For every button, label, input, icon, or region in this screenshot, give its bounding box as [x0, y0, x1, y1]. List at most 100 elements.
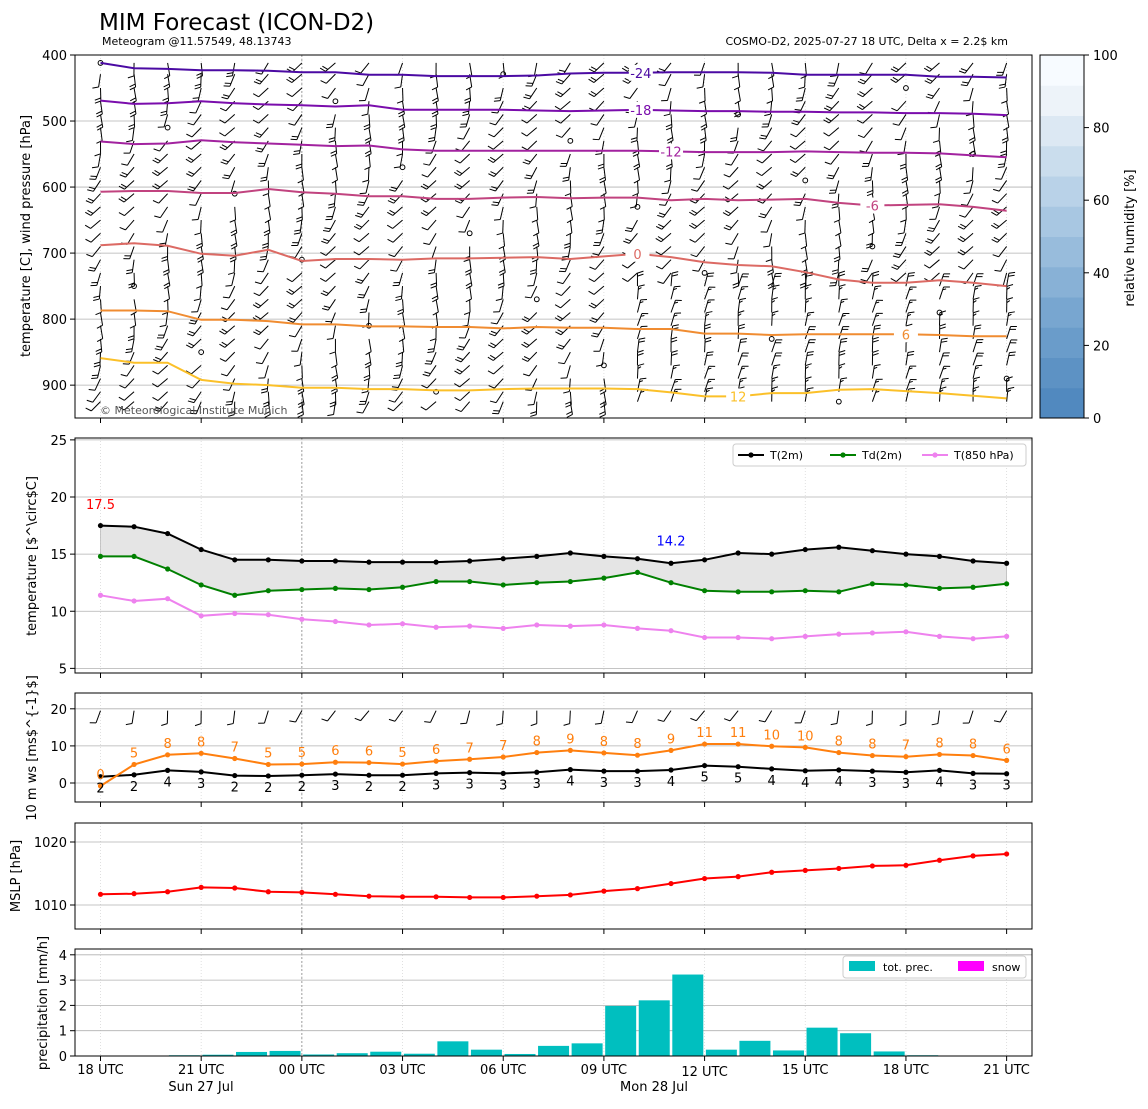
wind-barb — [361, 273, 369, 284]
wind-barb-flag — [993, 255, 999, 257]
wind-barb-flag — [839, 271, 845, 273]
wind-barb-flag — [902, 190, 908, 193]
wind-barb-flag — [261, 389, 267, 390]
wind-barb — [434, 128, 436, 141]
wind-barb — [428, 220, 436, 230]
wind-barb — [260, 128, 269, 138]
wind-series-point-1 — [870, 753, 875, 758]
wind-barb-flag — [395, 87, 401, 88]
wind-barb — [434, 339, 436, 352]
wind-barb — [565, 260, 570, 272]
wind-barb-flag — [254, 135, 260, 137]
wind-barb-flag — [92, 167, 98, 168]
wind-barb — [762, 154, 771, 163]
series-point-2 — [601, 622, 606, 627]
wind-speed-label: 4 — [566, 775, 574, 790]
wind-barb-flag — [186, 134, 192, 137]
wind-barb — [797, 114, 805, 124]
wind-barb-flag — [197, 270, 203, 273]
wind-barb-flag — [860, 79, 866, 81]
wind-barb — [732, 233, 739, 244]
wind-barb-flag — [496, 299, 502, 300]
wind-barb-flag — [298, 207, 304, 210]
wind-barb-flag — [701, 127, 707, 130]
wind-barb-flag — [909, 388, 915, 389]
mslp-point — [501, 895, 506, 900]
wind-barb — [595, 313, 603, 323]
mslp-point — [970, 853, 975, 858]
precip-bar — [538, 1046, 569, 1056]
wind-barb-flag — [900, 164, 906, 166]
wind-barb-flag — [189, 331, 195, 333]
wind-barb-flag — [164, 76, 170, 79]
wind-barb-flag — [389, 400, 395, 402]
wind-barb — [225, 326, 235, 334]
wind-barb-flag — [260, 256, 266, 257]
wind-barb — [268, 194, 270, 207]
wind-barb-flag — [222, 145, 228, 148]
wind-barb-flag — [294, 230, 300, 231]
wind-barb — [292, 63, 301, 72]
wind-barb — [697, 246, 705, 256]
series-point-1 — [501, 582, 506, 587]
wind-speed-label: 3 — [902, 777, 910, 792]
wind-barb-flag — [222, 178, 228, 179]
wind-barb — [470, 260, 472, 273]
wind-barb — [498, 402, 503, 414]
wind-speed-label: 4 — [163, 775, 171, 790]
wind-barb — [564, 63, 571, 74]
wind-barb — [329, 220, 335, 231]
wind-barb-flag — [723, 186, 729, 189]
isotherm-label: 6 — [902, 328, 910, 343]
surface-wind-barb-flag — [932, 724, 938, 725]
wind-barb-calm — [836, 399, 841, 404]
wind-barb-flag — [530, 412, 536, 414]
wind-barb-flag — [429, 270, 435, 271]
wind-barb-flag — [672, 272, 678, 274]
wind-barb — [463, 339, 470, 350]
wind-barb-flag — [125, 352, 131, 353]
wind-barb — [973, 353, 977, 365]
wind-barb-flag — [731, 138, 737, 139]
wind-barb-flag — [942, 378, 948, 379]
wind-barb-flag — [659, 85, 665, 86]
wind-barb — [705, 88, 706, 101]
wind-barb — [628, 273, 638, 282]
wind-barb — [805, 327, 809, 339]
wind-barb-flag — [322, 96, 328, 98]
wind-barb — [536, 260, 537, 273]
wind-barb-flag — [489, 334, 495, 336]
figure-subtitle-left: Meteogram @11.57549, 48.13743 — [102, 35, 292, 48]
wind-barb-flag — [893, 265, 899, 267]
wind-barb-flag — [564, 243, 570, 245]
wind-barb-flag — [666, 124, 672, 126]
wind-barb-flag — [331, 151, 337, 154]
precip-legend-swatch — [849, 961, 875, 971]
wind-barb-flag — [591, 303, 597, 306]
wind-barb-flag — [396, 296, 402, 297]
wind-barb — [796, 128, 805, 137]
wind-speed-label: 2 — [298, 780, 306, 795]
wind-barb — [736, 128, 738, 141]
temp-legend-label: T(2m) — [769, 449, 803, 462]
wind-barb-flag — [994, 270, 1000, 271]
wind-barb — [298, 339, 302, 351]
wind-barb-flag — [891, 278, 896, 281]
wind-barb-flag — [129, 124, 135, 126]
precip-bar — [572, 1043, 603, 1056]
surface-wind-barb-flag — [866, 724, 872, 726]
wind-barb-flag — [902, 207, 908, 210]
wind-barb-flag — [976, 365, 982, 366]
wind-series-point-0 — [870, 769, 875, 774]
mslp-point — [366, 894, 371, 899]
wind-barb — [326, 246, 335, 255]
wind-barb — [738, 74, 740, 87]
surface-wind-barb-flag — [690, 718, 696, 720]
wind-barb-flag — [764, 114, 770, 115]
wind-barb-flag — [891, 79, 896, 82]
wind-barb — [730, 167, 739, 177]
wind-barb-flag — [87, 190, 93, 192]
wind-barb-flag — [499, 270, 505, 273]
wind-barb-flag — [995, 179, 1001, 180]
wind-barb-flag — [327, 415, 333, 416]
